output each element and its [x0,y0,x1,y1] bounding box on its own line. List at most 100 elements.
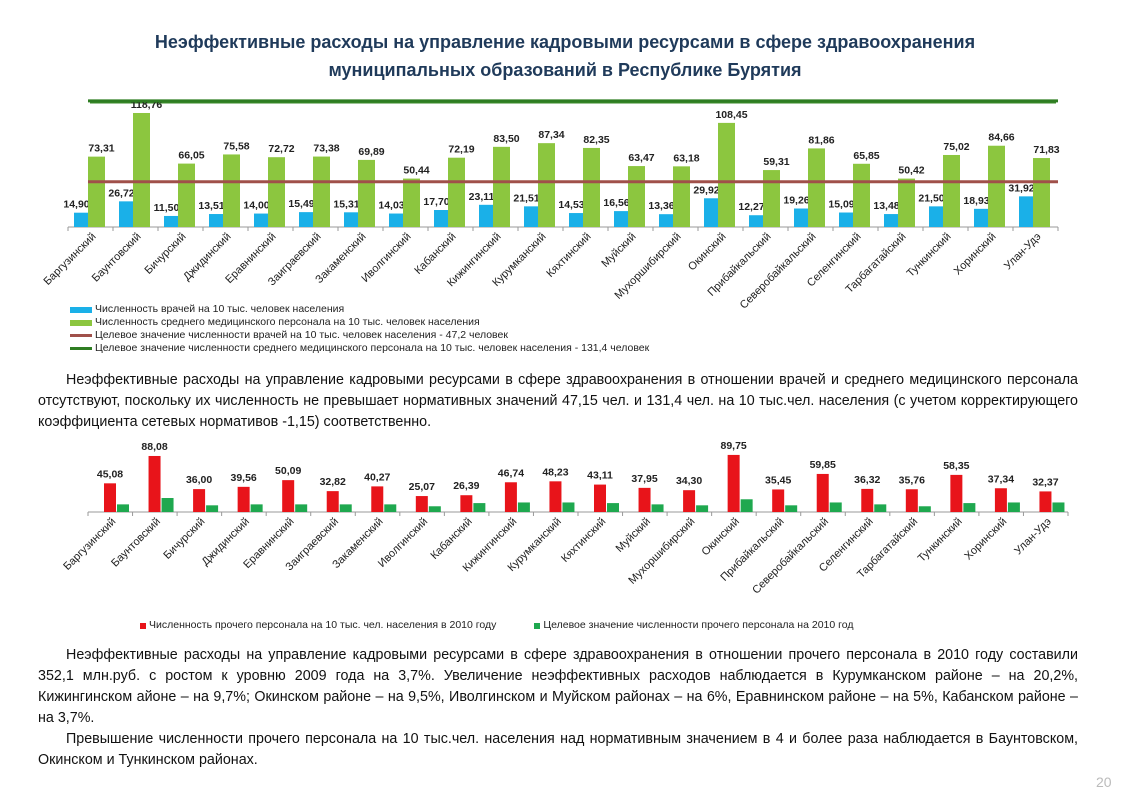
chart1-bar-series1 [614,211,631,227]
chart1-bar-series1 [749,215,766,227]
chart1-data-label: 29,92 [693,184,719,196]
chart1-data-label: 14,53 [558,199,584,211]
chart1-bar-series2 [583,147,600,227]
chart2-bar-series2 [1052,502,1065,512]
chart1-data-label: 13,36 [648,200,674,212]
chart2-data-label: 37,95 [631,473,657,485]
chart1-bar-series2 [358,159,375,227]
chart1-bar-series2 [718,122,735,227]
chart2-bar-series2 [963,503,976,512]
chart1-bar-series1 [524,206,541,227]
chart2-data-label: 89,75 [720,440,746,452]
chart1-data-label: 14,90 [63,199,89,211]
chart1-category-label: Северобайкальский [738,231,819,312]
chart2-category-label: Тункинский [916,516,965,565]
chart1-data-label: 50,44 [403,165,429,177]
chart2-bar-series1 [683,490,696,512]
chart2-bar-series2 [696,505,709,512]
chart2-category-label: Улан-Удэ [1012,515,1054,557]
chart1-data-label: 87,34 [538,129,564,141]
chart1-data-label: 12,27 [738,201,764,213]
chart2-category-label: Бичурский [161,516,207,562]
chart2-bar-series1 [861,488,874,512]
chart2-bar-series2 [206,505,219,512]
chart2-bar-series2 [517,502,530,512]
legend-swatch [70,306,92,313]
chart1-category-label: Тункинский [905,231,954,280]
chart1-bar-series2 [988,145,1005,227]
legend-item: Целевое значение численности врачей на 1… [70,329,649,342]
legend-swatch [140,622,146,629]
chart1-bar-series2 [628,166,645,227]
chart1-bar-series2 [673,166,690,227]
chart1-data-label: 11,50 [154,202,180,214]
chart1-legend: Численность врачей на 10 тыс. человек на… [70,303,649,355]
chart1-data-label: 23,11 [469,191,495,203]
chart1-category-label: Хоринский [952,231,999,278]
chart2-bar-series2 [874,504,887,512]
chart1-data-label: 15,09 [828,199,854,211]
chart1-data-label: 73,38 [313,143,339,155]
chart2-category-label: Кабанский [429,516,475,562]
chart1-bar-series1 [74,212,91,227]
chart2-data-label: 35,76 [899,474,925,486]
chart2-bar-series1 [415,496,428,512]
chart1-bar-series1 [119,201,136,227]
chart2-data-label: 34,30 [676,475,702,487]
paragraph-text: Превышение численности прочего персонала… [38,731,1078,768]
chart2-category-label: Окинский [699,516,742,559]
chart1-bar-series2 [178,163,195,227]
chart2-bar-series2 [428,506,441,512]
chart2-category-label: Кяхтинский [559,516,608,565]
chart1-data-label: 13,51 [198,200,224,212]
chart1-category-label: Кяхтинский [544,231,593,280]
chart1-data-label: 73,31 [88,143,114,155]
chart2-bar-series2 [918,506,931,512]
paragraph-text: Неэффективные расходы на управление кадр… [38,372,1078,430]
chart1-bar-series1 [434,210,451,227]
chart1-data-label: 75,02 [943,141,969,153]
chart1-bar-series1 [884,214,901,227]
chart1-bar-series2 [1033,158,1050,227]
chart2-bar-series2 [250,504,263,512]
chart2-data-label: 45,08 [97,468,123,480]
chart1-data-label: 18,93 [963,195,989,207]
chart2-bar-series2 [1007,502,1020,512]
chart2-bar-series1 [504,482,517,512]
chart1-data-label: 82,35 [583,134,609,146]
legend-swatch [70,334,92,337]
legend-label: Целевое значение численности врачей на 1… [95,329,508,341]
chart1-data-label: 72,19 [448,144,474,156]
chart2-category-label: Муйский [614,516,653,555]
chart1-bar-series1 [344,212,361,227]
chart2-data-label: 37,34 [988,473,1014,485]
chart1-data-label: 81,86 [808,134,834,146]
chart1-data-label: 50,42 [898,165,924,177]
chart1-data-label: 21,50 [918,192,944,204]
chart1-bar-series2 [403,178,420,227]
chart2-bar-series2 [740,499,753,512]
chart2-bar-series2 [384,504,397,512]
chart2-bar-series2 [785,505,798,512]
chart2-legend: Численность прочего персонала на 10 тыс.… [140,619,853,632]
chart1-bar-series2 [853,163,870,227]
chart2-data-label: 48,23 [542,466,568,478]
chart2-data-label: 32,37 [1032,476,1058,488]
chart2-bar-series1 [994,488,1007,512]
chart2-data-label: 39,56 [230,472,256,484]
chart1-data-label: 72,72 [268,143,294,155]
chart1-category-label: Окинский [686,231,729,274]
chart1-data-label: 69,89 [358,146,384,158]
chart2-bar-series1 [104,483,116,512]
chart2-data-label: 32,82 [320,476,346,488]
chart1-data-label: 15,31 [333,198,359,210]
chart2-bar-series1 [638,487,651,512]
chart1-data-label: 15,49 [288,198,314,210]
chart1-bar-series2 [88,156,105,227]
chart1-data-label: 83,50 [493,133,519,145]
legend-swatch [70,347,92,350]
chart1-bar-series1 [164,215,181,227]
chart1-data-label: 31,92 [1008,182,1034,194]
legend-label: Целевое значение численности прочего пер… [543,619,854,631]
